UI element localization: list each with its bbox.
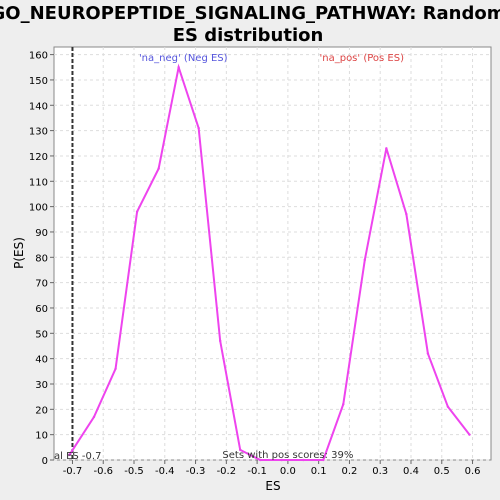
y-axis-label: P(ES) [12,237,26,269]
x-tick-label: 0.2 [341,466,357,477]
y-tick-label: 0 [42,456,48,467]
y-tick-label: 130 [29,127,48,138]
y-tick-label: 100 [29,203,48,214]
data-point [363,258,367,262]
data-point [218,339,222,343]
y-tick-label: 80 [35,253,48,264]
y-tick-label: 110 [29,177,48,188]
data-point [280,458,283,462]
y-tick-label: 90 [35,228,48,239]
data-point [197,126,200,130]
x-tick-label: -0.5 [124,466,144,477]
y-tick-label: 10 [35,431,48,442]
grid-lines [54,47,491,461]
actual-es-label: al ES -0.7 [54,451,101,462]
y-tick-label: 60 [35,304,48,315]
plot-area [53,46,492,461]
y-axis-ticks: 0 10 20 30 40 50 60 70 80 90 100 110 120 130 140 150 160 [29,51,54,467]
data-point [177,66,180,69]
y-tick-label: 150 [29,76,48,87]
y-tick-label: 30 [35,380,48,391]
y-tick-label: 50 [35,329,48,340]
x-tick-label: -0.4 [155,466,175,477]
x-tick-label: -0.2 [217,466,237,477]
x-tick-label: 0.4 [403,466,419,477]
data-point [114,367,117,370]
data-point [157,167,160,170]
data-point [405,213,408,216]
data-point [135,210,139,213]
data-point [322,458,325,462]
x-tick-label: 0.1 [311,466,327,477]
data-point [92,415,96,419]
x-tick-label: 0.5 [434,466,450,477]
x-tick-label: -0.3 [186,466,206,477]
x-tick-label: 0.0 [280,466,296,477]
x-axis-ticks: -0.7 -0.6 -0.5 -0.4 -0.3 -0.2 -0.1 0.0 0.1 0.2 0.3… [63,460,481,477]
data-point [238,448,242,452]
x-tick-label: -0.7 [63,466,83,477]
data-points [68,66,471,462]
y-tick-label: 40 [35,355,48,366]
y-tick-label: 160 [29,51,48,62]
pos-es-label: 'na_pos' (Pos ES) [320,53,405,64]
data-point [258,458,262,462]
es-distribution-line [68,63,471,461]
data-point [426,352,430,355]
x-tick-label: 0.6 [465,466,481,477]
x-tick-label: 0.3 [372,466,388,477]
chart-title-line-1: GO_NEUROPEPTIDE_SIGNALING_PATHWAY: Rando… [0,3,500,24]
y-tick-label: 120 [29,152,48,163]
data-point [385,147,388,150]
data-point [446,405,450,408]
pos-scores-label: Sets with pos scores: 39% [222,450,353,461]
data-point [468,433,471,436]
data-point [68,453,71,457]
x-tick-label: -0.1 [247,466,267,477]
chart-title-line-2: ES distribution [173,25,324,46]
x-tick-label: -0.6 [93,466,113,477]
y-tick-label: 20 [35,405,48,416]
x-axis-label: ES [265,479,280,493]
y-tick-label: 140 [29,101,48,112]
data-point [302,458,305,462]
data-point [342,403,345,406]
neg-es-label: 'na_neg' (Neg ES) [139,53,228,64]
y-tick-label: 70 [35,279,48,290]
